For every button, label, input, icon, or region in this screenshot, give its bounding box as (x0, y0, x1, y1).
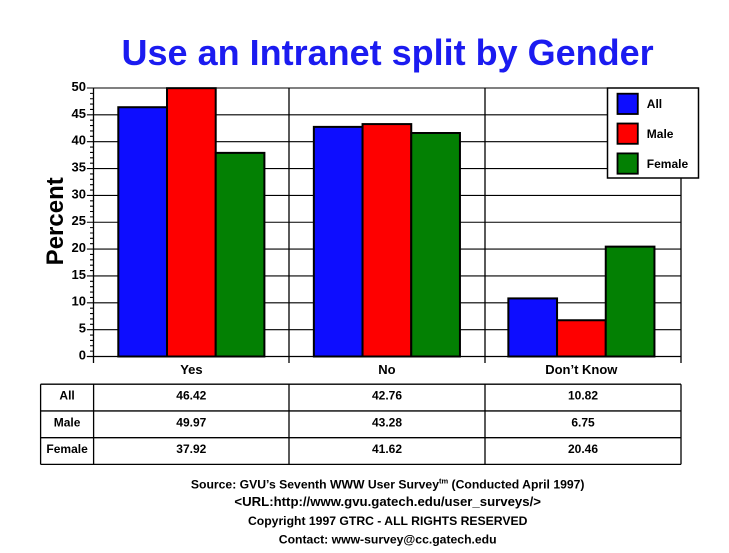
svg-text:43.28: 43.28 (372, 415, 402, 429)
svg-text:All: All (647, 97, 662, 111)
svg-text:No: No (378, 362, 395, 377)
svg-text:42.76: 42.76 (372, 389, 402, 403)
svg-text:6.75: 6.75 (571, 415, 595, 429)
svg-text:41.62: 41.62 (372, 442, 402, 456)
svg-text:10.82: 10.82 (568, 389, 598, 403)
svg-text:5: 5 (79, 321, 86, 336)
svg-text:49.97: 49.97 (176, 415, 206, 429)
svg-text:Yes: Yes (180, 362, 202, 377)
svg-text:25: 25 (72, 213, 86, 228)
svg-text:Female: Female (46, 442, 88, 456)
svg-text:Copyright 1997 GTRC - ALL RIGH: Copyright 1997 GTRC - ALL RIGHTS RESERVE… (248, 514, 528, 528)
svg-text:20: 20 (72, 240, 86, 255)
svg-text:40: 40 (72, 133, 86, 148)
svg-text:Use an Intranet split by Gende: Use an Intranet split by Gender (122, 32, 654, 73)
svg-text:0: 0 (79, 347, 86, 362)
svg-text:All: All (59, 389, 74, 403)
svg-text:Source: GVU’s Seventh WWW User: Source: GVU’s Seventh WWW User Surveytm … (191, 477, 585, 492)
svg-text:30: 30 (72, 186, 86, 201)
svg-text:Don’t Know: Don’t Know (545, 362, 618, 377)
svg-text:50: 50 (72, 79, 86, 94)
svg-text:20.46: 20.46 (568, 442, 598, 456)
svg-text:37.92: 37.92 (176, 442, 206, 456)
svg-text:35: 35 (72, 159, 86, 174)
svg-text:45: 45 (72, 106, 86, 121)
svg-text:Female: Female (647, 157, 689, 171)
svg-text:10: 10 (72, 294, 86, 309)
svg-text:Contact: www-survey@cc.gatech.: Contact: www-survey@cc.gatech.edu (279, 533, 497, 547)
svg-text:46.42: 46.42 (176, 389, 206, 403)
svg-text:Male: Male (647, 127, 674, 141)
svg-text:15: 15 (72, 267, 86, 282)
svg-text:Percent: Percent (42, 177, 69, 265)
svg-text:<URL:http://www.gvu.gatech.edu: <URL:http://www.gvu.gatech.edu/user_surv… (234, 494, 541, 509)
svg-text:Male: Male (54, 415, 81, 429)
